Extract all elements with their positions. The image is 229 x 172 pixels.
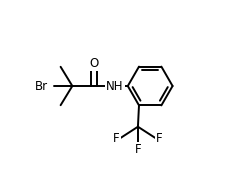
Text: O: O xyxy=(89,57,98,70)
Text: F: F xyxy=(113,132,119,145)
Text: F: F xyxy=(134,143,141,156)
Text: NH: NH xyxy=(106,79,123,93)
Text: Br: Br xyxy=(35,79,48,93)
Text: F: F xyxy=(155,132,162,145)
